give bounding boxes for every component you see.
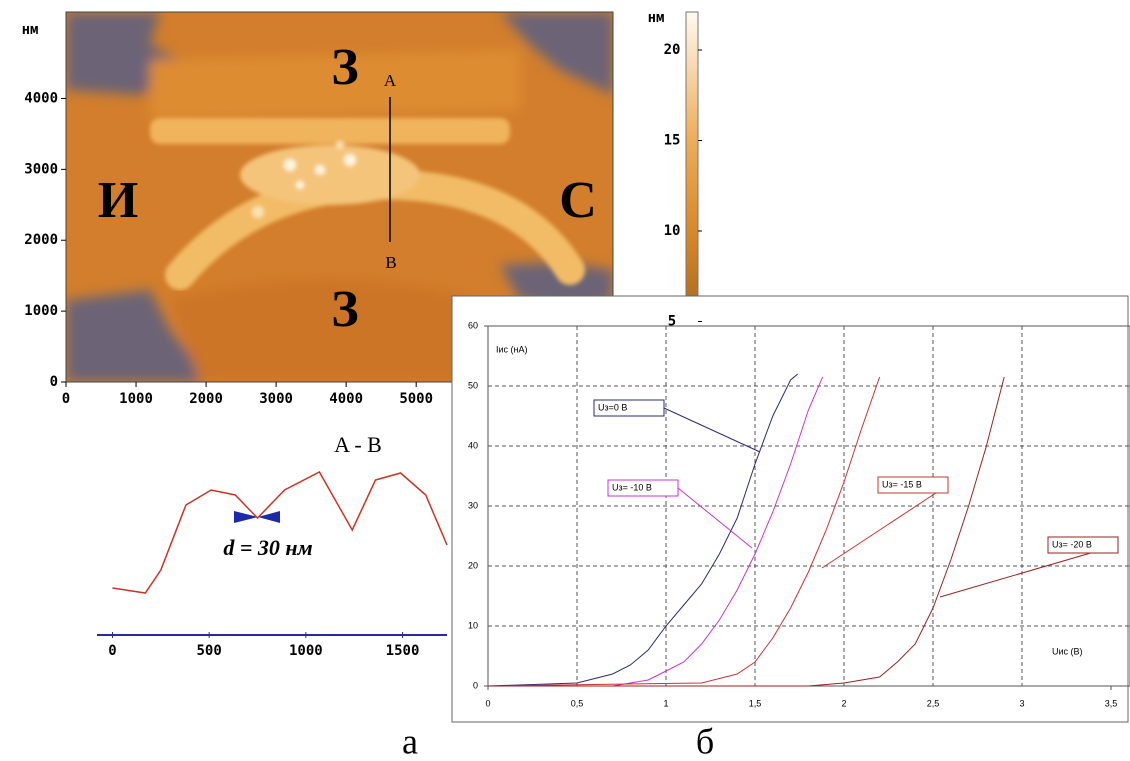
y-tick-label: 0 bbox=[473, 680, 478, 690]
colorbar-unit: нм bbox=[648, 10, 665, 26]
gap-marker bbox=[234, 511, 280, 523]
legend-label: Uз= -10 В bbox=[612, 482, 652, 492]
x-tick-label: 1,5 bbox=[749, 698, 762, 708]
x-tick-label: 0,5 bbox=[571, 698, 584, 708]
x-tick-label: 0 bbox=[62, 391, 70, 407]
y-tick-label: 60 bbox=[468, 320, 478, 330]
data-line bbox=[488, 376, 1005, 687]
colorbar-tick-label: 10 bbox=[664, 223, 681, 239]
image-frame bbox=[65, 11, 614, 383]
x-tick-label: 2 bbox=[841, 698, 846, 708]
x-tick-label: 3 bbox=[1019, 698, 1024, 708]
legend-label: Uз= -20 В bbox=[1052, 539, 1092, 549]
x-tick-label: 0 bbox=[108, 643, 116, 659]
y-tick-label: 40 bbox=[468, 440, 478, 450]
legend-box bbox=[607, 479, 679, 497]
x-tick-label: 4000 bbox=[329, 391, 363, 407]
x-tick-label: 5000 bbox=[399, 391, 433, 407]
region-label: B bbox=[385, 253, 396, 272]
colorbar-tick-label: 20 bbox=[664, 42, 681, 58]
iv-panel bbox=[451, 295, 1129, 723]
data-line bbox=[487, 373, 799, 687]
x-tick-label: 1000 bbox=[119, 391, 153, 407]
chart-title: A - B bbox=[334, 432, 382, 457]
x-tick-label: 1000 bbox=[289, 643, 323, 659]
data-line bbox=[488, 376, 824, 687]
legend-box bbox=[593, 399, 665, 417]
region-label: A bbox=[384, 71, 397, 90]
x-tick-label: 0 bbox=[485, 698, 490, 708]
leader-line bbox=[821, 484, 949, 569]
y-tick-label: 4000 bbox=[24, 90, 58, 106]
legend-box bbox=[1047, 536, 1119, 554]
legend-label: Uз= -15 В bbox=[882, 479, 922, 489]
y-tick-label: 10 bbox=[468, 620, 478, 630]
legend-label: Uз=0 В bbox=[598, 402, 627, 412]
x-tick-label: 3000 bbox=[259, 391, 293, 407]
leader-line bbox=[939, 544, 1119, 598]
x-axis-label: Uис (В) bbox=[1052, 646, 1083, 656]
x-tick-label: 1500 bbox=[386, 643, 420, 659]
figure-label: б bbox=[696, 721, 714, 761]
y-tick-label: 2000 bbox=[24, 232, 58, 248]
x-tick-label: 3,5 bbox=[1105, 698, 1118, 708]
region-label: З bbox=[331, 281, 358, 338]
colorbar-tick-label: 5 bbox=[668, 314, 676, 330]
y-tick-label: 30 bbox=[468, 500, 478, 510]
y-tick-label: 20 bbox=[468, 560, 478, 570]
y-tick-label: 0 bbox=[50, 374, 58, 390]
annotation: d = 30 нм bbox=[223, 535, 312, 560]
data-line bbox=[112, 471, 448, 594]
leader-line bbox=[663, 407, 761, 453]
region-label: И bbox=[98, 172, 138, 229]
x-tick-label: 500 bbox=[197, 643, 222, 659]
afm-image bbox=[66, 12, 613, 382]
y-unit: нм bbox=[22, 22, 39, 38]
y-tick-label: 3000 bbox=[24, 161, 58, 177]
colorbar-tick-label: 15 bbox=[664, 133, 681, 149]
x-tick-label: 2000 bbox=[189, 391, 223, 407]
x-tick-label: 2,5 bbox=[927, 698, 940, 708]
data-line bbox=[487, 376, 881, 687]
figure-label: а bbox=[402, 721, 418, 761]
y-tick-label: 50 bbox=[468, 380, 478, 390]
leader-line bbox=[677, 487, 753, 549]
region-label: З bbox=[331, 39, 358, 96]
x-tick-label: 1 bbox=[663, 698, 668, 708]
legend-box bbox=[877, 476, 949, 494]
region-label: С bbox=[559, 172, 597, 229]
y-tick-label: 1000 bbox=[24, 303, 58, 319]
y-axis-label: Iис (нА) bbox=[496, 344, 528, 354]
